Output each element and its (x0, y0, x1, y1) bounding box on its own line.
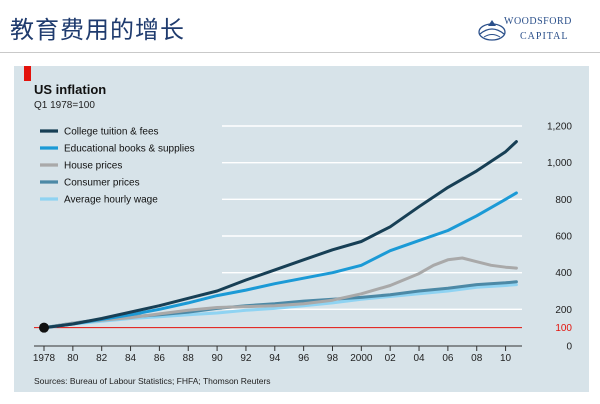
y-tick-label: 600 (555, 232, 572, 243)
x-tick-label: 10 (500, 353, 512, 364)
y-axis: 0 200 400 600 800 1,000 1,200 100 (547, 122, 572, 353)
y-tick-label: 200 (555, 305, 572, 316)
y-tick-label: 400 (555, 268, 572, 279)
y-tick-label: 0 (566, 342, 572, 353)
y-tick-label: 1,000 (547, 158, 572, 169)
globe-logo-icon (478, 20, 506, 41)
legend: College tuition & fees Educational books … (40, 127, 195, 206)
y-tick-label: 1,200 (547, 122, 572, 133)
x-tick-label: 08 (471, 353, 483, 364)
chart-subtitle: Q1 1978=100 (34, 100, 95, 111)
chart-panel (14, 66, 589, 392)
x-tick-label: 2000 (350, 353, 373, 364)
title-divider (0, 52, 600, 53)
logo-line2: CAPITAL (520, 31, 569, 42)
x-tick-label: 90 (212, 353, 224, 364)
x-tick-label: 94 (269, 353, 281, 364)
series-line-1 (42, 191, 518, 330)
gridlines (34, 125, 522, 347)
logo-line1: WOODSFORD (504, 16, 572, 27)
x-tick-label: 80 (67, 353, 79, 364)
legend-label: Educational books & supplies (64, 144, 195, 155)
series-lines (39, 140, 518, 333)
origin-point (39, 322, 49, 333)
baseline-label: 100 (555, 323, 572, 334)
slide-title: 教育费用的增长 (10, 16, 185, 44)
y-tick-label: 800 (555, 195, 572, 206)
x-tick-label: 04 (413, 353, 425, 364)
x-tick-label: 88 (183, 353, 195, 364)
x-tick-label: 02 (385, 353, 397, 364)
x-axis: 1978 80 82 84 86 88 90 92 94 96 98 2000 02 04 06 08 10 (33, 346, 512, 364)
x-tick-label: 96 (298, 353, 310, 364)
legend-label: Average hourly wage (64, 195, 158, 206)
legend-label: Consumer prices (64, 178, 140, 189)
x-tick-label: 82 (96, 353, 108, 364)
series-line-2 (42, 256, 518, 330)
x-tick-label: 84 (125, 353, 137, 364)
company-logo: WOODSFORD CAPITAL (476, 14, 596, 50)
x-tick-label: 86 (154, 353, 166, 364)
chart-red-tag (24, 66, 31, 81)
legend-label: House prices (64, 161, 122, 172)
x-tick-label: 98 (327, 353, 339, 364)
series-line-0 (42, 140, 518, 330)
x-tick-label: 06 (442, 353, 454, 364)
legend-label: College tuition & fees (64, 127, 159, 138)
x-tick-label: 1978 (33, 353, 56, 364)
chart-source: Sources: Bureau of Labour Statistics; FH… (34, 376, 271, 386)
chart-title: US inflation (34, 82, 106, 97)
x-tick-label: 92 (240, 353, 252, 364)
